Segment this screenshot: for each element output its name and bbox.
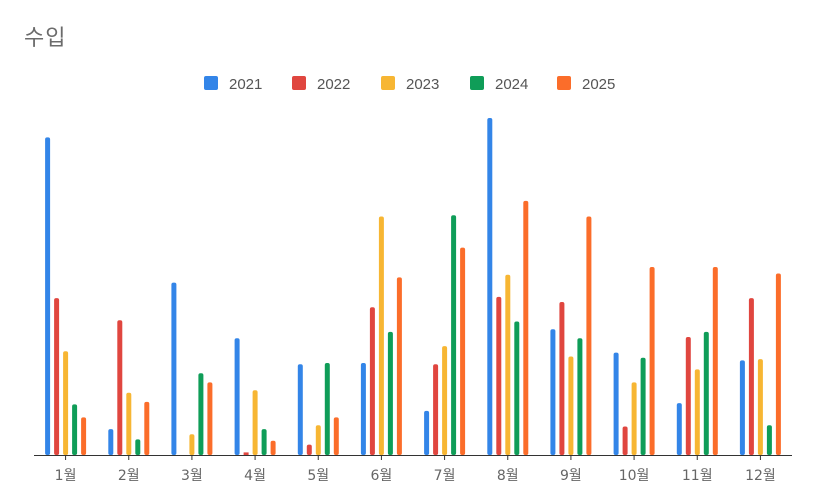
- bar-2023-11[interactable]: [694, 369, 700, 455]
- legend-label: 2024: [495, 76, 528, 93]
- legend-swatch: [557, 76, 571, 90]
- bar-2024-8[interactable]: [514, 321, 520, 456]
- bar-2025-3[interactable]: [207, 382, 213, 455]
- bar-2023-1[interactable]: [63, 351, 69, 455]
- bar-2022-1[interactable]: [54, 298, 60, 455]
- bar-2024-3[interactable]: [198, 373, 204, 455]
- legend-swatch: [470, 76, 484, 90]
- legend-label: 2025: [582, 76, 615, 93]
- bar-2025-11[interactable]: [712, 267, 718, 455]
- bar-2021-9[interactable]: [550, 329, 556, 455]
- bar-2024-11[interactable]: [703, 331, 709, 455]
- bar-2022-4[interactable]: [243, 452, 249, 455]
- bar-2025-9[interactable]: [586, 216, 592, 456]
- x-tick-label: 8월: [497, 468, 519, 484]
- bar-2021-2[interactable]: [108, 429, 114, 455]
- bar-2024-4[interactable]: [261, 429, 267, 455]
- bar-2024-7[interactable]: [451, 215, 457, 455]
- legend-item-2021[interactable]: 2021: [204, 76, 262, 93]
- bar-2022-12[interactable]: [748, 298, 754, 455]
- legend-item-2023[interactable]: 2023: [381, 76, 439, 93]
- bar-2025-8[interactable]: [523, 200, 529, 455]
- x-tick-label: 12월: [745, 468, 776, 484]
- bar-2023-6[interactable]: [378, 216, 384, 456]
- bar-2021-1[interactable]: [45, 137, 51, 455]
- x-tick-label: 2월: [118, 468, 140, 484]
- bar-2023-5[interactable]: [315, 425, 321, 455]
- bar-2021-7[interactable]: [424, 410, 430, 455]
- bar-2024-1[interactable]: [72, 404, 78, 455]
- bar-2025-12[interactable]: [775, 273, 781, 456]
- legend-label: 2022: [317, 76, 350, 93]
- x-tick-label: 6월: [371, 468, 393, 484]
- bar-2023-4[interactable]: [252, 390, 258, 455]
- legend-item-2025[interactable]: 2025: [557, 76, 615, 93]
- bar-2021-3[interactable]: [171, 282, 177, 455]
- bar-2023-2[interactable]: [126, 392, 132, 455]
- legend-swatch: [204, 76, 218, 90]
- bar-2025-1[interactable]: [81, 417, 87, 455]
- bar-2022-9[interactable]: [559, 302, 565, 455]
- bar-2021-6[interactable]: [360, 363, 366, 455]
- bar-2022-7[interactable]: [433, 364, 439, 455]
- bar-2022-2[interactable]: [117, 320, 123, 455]
- bar-2023-8[interactable]: [505, 274, 511, 455]
- bar-2023-7[interactable]: [442, 346, 448, 455]
- legend-item-2024[interactable]: 2024: [470, 76, 528, 93]
- bar-2022-5[interactable]: [306, 444, 312, 455]
- bar-2025-4[interactable]: [270, 440, 276, 455]
- x-tick-label: 7월: [434, 468, 456, 484]
- bar-2021-12[interactable]: [739, 360, 745, 455]
- bar-2021-5[interactable]: [297, 364, 303, 455]
- x-tick-label: 4월: [244, 468, 266, 484]
- x-tick-label: 3월: [181, 468, 203, 484]
- bar-2024-12[interactable]: [766, 425, 772, 455]
- bar-2024-2[interactable]: [135, 439, 141, 455]
- x-tick-label: 9월: [560, 468, 582, 484]
- bar-2023-12[interactable]: [757, 359, 763, 455]
- bar-2021-11[interactable]: [676, 403, 682, 455]
- legend-item-2022[interactable]: 2022: [292, 76, 350, 93]
- bar-2022-10[interactable]: [622, 426, 628, 456]
- legend-label: 2023: [406, 76, 439, 93]
- x-tick-label: 5월: [307, 468, 329, 484]
- bar-2021-10[interactable]: [613, 352, 619, 455]
- x-tick-label: 1월: [55, 468, 77, 484]
- bar-2024-10[interactable]: [640, 357, 646, 455]
- bar-2025-7[interactable]: [460, 247, 466, 455]
- bar-2025-10[interactable]: [649, 267, 655, 455]
- bar-2024-6[interactable]: [387, 331, 393, 455]
- bar-2024-9[interactable]: [577, 338, 583, 455]
- bar-2022-8[interactable]: [496, 296, 502, 455]
- bar-2023-3[interactable]: [189, 434, 195, 455]
- bar-2025-2[interactable]: [144, 401, 150, 455]
- bar-2022-6[interactable]: [369, 307, 375, 455]
- bar-2021-4[interactable]: [234, 338, 240, 455]
- bar-2023-10[interactable]: [631, 382, 637, 455]
- legend-label: 2021: [229, 76, 262, 93]
- bar-2023-9[interactable]: [568, 356, 574, 456]
- x-tick-label: 10월: [619, 468, 650, 484]
- chart-title: 수입: [24, 26, 67, 51]
- bar-2021-8[interactable]: [487, 118, 493, 455]
- bar-2025-5[interactable]: [333, 417, 339, 455]
- legend-swatch: [292, 76, 306, 90]
- bar-2025-6[interactable]: [396, 277, 402, 455]
- legend-swatch: [381, 76, 395, 90]
- bar-2022-11[interactable]: [685, 337, 691, 455]
- bar-2024-5[interactable]: [324, 363, 330, 455]
- x-tick-label: 11월: [682, 468, 713, 484]
